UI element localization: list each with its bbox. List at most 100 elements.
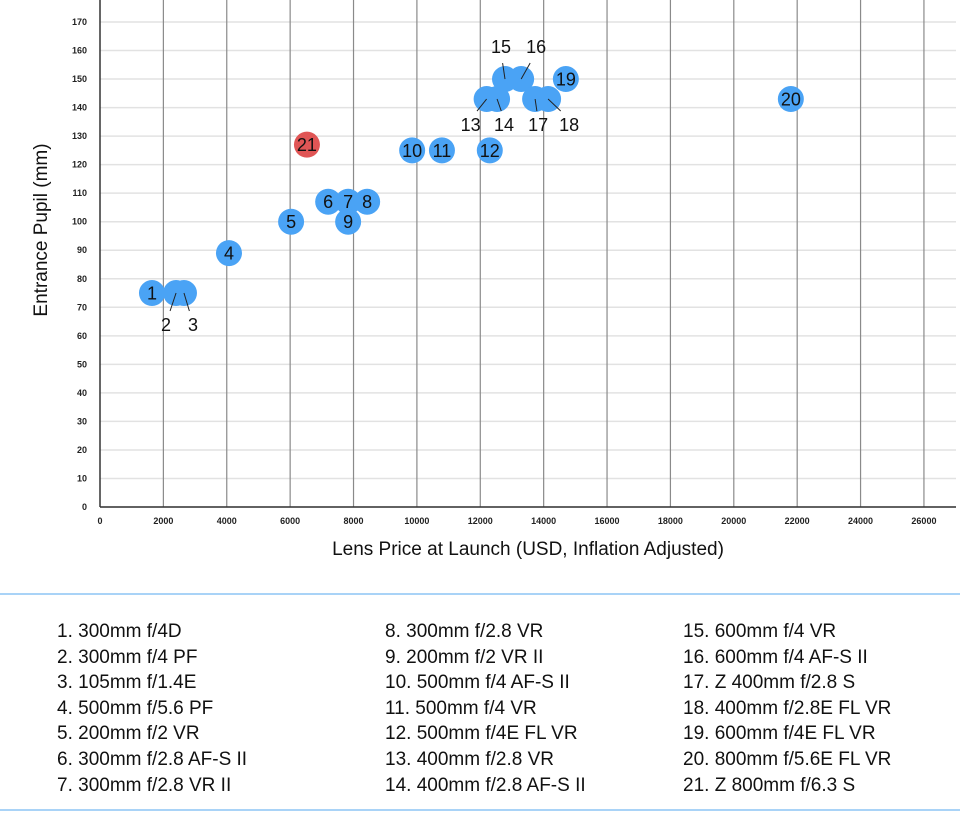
data-point bbox=[428, 137, 455, 164]
data-label: 14 bbox=[494, 115, 514, 135]
legend-item: 5. 200mm f/2 VR bbox=[57, 723, 200, 745]
y-tick-label: 170 bbox=[72, 17, 87, 27]
data-label: 17 bbox=[528, 115, 548, 135]
data-label: 15 bbox=[491, 37, 511, 57]
data-label: 13 bbox=[461, 115, 481, 135]
y-tick-label: 70 bbox=[77, 302, 87, 312]
y-tick-label: 0 bbox=[82, 502, 87, 512]
legend-item: 14. 400mm f/2.8 AF-S II bbox=[385, 774, 586, 796]
data-label: 5 bbox=[286, 212, 296, 232]
data-point bbox=[278, 208, 305, 235]
legend-item: 6. 300mm f/2.8 AF-S II bbox=[57, 748, 248, 770]
data-label: 12 bbox=[480, 141, 500, 161]
x-tick-label: 4000 bbox=[217, 516, 237, 526]
y-tick-label: 100 bbox=[72, 217, 87, 227]
x-axis-title: Lens Price at Launch (USD, Inflation Adj… bbox=[332, 539, 724, 560]
x-tick-label: 2000 bbox=[153, 516, 173, 526]
data-points bbox=[138, 66, 804, 307]
x-tick-label: 6000 bbox=[280, 516, 300, 526]
legend-column-2: 8. 300mm f/2.8 VR 9. 200mm f/2 VR II 10. 5… bbox=[385, 619, 586, 798]
data-point bbox=[293, 131, 320, 158]
y-tick-label: 50 bbox=[77, 359, 87, 369]
data-point bbox=[552, 66, 579, 93]
y-tick-label: 80 bbox=[77, 274, 87, 284]
legend-item: 2. 300mm f/4 PF bbox=[57, 646, 198, 668]
data-label: 19 bbox=[556, 70, 576, 90]
data-label: 2 bbox=[161, 315, 171, 335]
legend-item: 1. 300mm f/4D bbox=[57, 621, 182, 642]
x-tick-label: 14000 bbox=[531, 516, 556, 526]
x-tick-label: 22000 bbox=[785, 516, 810, 526]
x-tick-label: 24000 bbox=[848, 516, 873, 526]
leader-line bbox=[476, 98, 488, 112]
legend-item: 19. 600mm f/4E FL VR bbox=[683, 723, 876, 745]
data-label: 21 bbox=[297, 135, 317, 155]
y-tick-label: 60 bbox=[77, 331, 87, 341]
legend-item: 10. 500mm f/4 AF-S II bbox=[385, 672, 570, 694]
data-label: 11 bbox=[433, 141, 452, 161]
data-label: 20 bbox=[781, 90, 801, 110]
y-tick-label: 120 bbox=[72, 160, 87, 170]
y-tick-label: 140 bbox=[72, 103, 87, 113]
data-point bbox=[399, 137, 426, 164]
leader-line bbox=[520, 62, 531, 80]
data-label: 10 bbox=[402, 141, 422, 161]
legend-item: 20. 800mm f/5.6E FL VR bbox=[683, 748, 892, 770]
leader-line bbox=[534, 98, 538, 112]
legend-item: 13. 400mm f/2.8 VR bbox=[385, 748, 554, 770]
legend-column-3: 15. 600mm f/4 VR 16. 600mm f/4 AF-S II 17.… bbox=[683, 619, 891, 798]
legend-item: 18. 400mm f/2.8E FL VR bbox=[683, 697, 892, 719]
data-label: 4 bbox=[224, 244, 234, 264]
legend-item: 12. 500mm f/4E FL VR bbox=[385, 723, 578, 745]
y-tick-label: 30 bbox=[77, 416, 87, 426]
x-tick-label: 20000 bbox=[721, 516, 746, 526]
data-point bbox=[335, 188, 362, 215]
x-tick-label: 18000 bbox=[658, 516, 683, 526]
data-point bbox=[215, 240, 242, 267]
leader-line bbox=[502, 62, 506, 80]
leader-line bbox=[547, 98, 562, 112]
x-tick-label: 16000 bbox=[595, 516, 620, 526]
data-label: 18 bbox=[559, 115, 579, 135]
data-label: 7 bbox=[343, 192, 353, 212]
data-label: 3 bbox=[188, 315, 198, 335]
legend-item: 17. Z 400mm f/2.8 S bbox=[683, 672, 856, 694]
legend-item: 11. 500mm f/4 VR bbox=[385, 697, 537, 719]
y-tick-label: 110 bbox=[72, 188, 87, 198]
y-tick-label: 10 bbox=[77, 473, 87, 483]
legend-item: 8. 300mm f/2.8 VR bbox=[385, 621, 544, 642]
x-tick-label: 8000 bbox=[344, 516, 364, 526]
data-point bbox=[138, 280, 165, 307]
legend-column-1: 1. 300mm f/4D 2. 300mm f/4 PF 3. 105mm f/1… bbox=[57, 619, 247, 798]
legend-item: 4. 500mm f/5.6 PF bbox=[57, 697, 214, 719]
y-tick-label: 150 bbox=[72, 74, 87, 84]
x-tick-label: 12000 bbox=[468, 516, 493, 526]
leader-line bbox=[496, 98, 502, 112]
data-label: 6 bbox=[323, 192, 333, 212]
lens-legend: 1. 300mm f/4D 2. 300mm f/4 PF 3. 105mm f/1… bbox=[0, 593, 960, 811]
legend-item: 7. 300mm f/2.8 VR II bbox=[57, 774, 232, 796]
data-label: 8 bbox=[362, 192, 372, 212]
x-tick-label: 0 bbox=[97, 516, 102, 526]
data-point bbox=[476, 137, 503, 164]
y-tick-label: 40 bbox=[77, 388, 87, 398]
x-tick-label: 10000 bbox=[404, 516, 429, 526]
x-tick-label: 26000 bbox=[911, 516, 936, 526]
y-axis-title: Entrance Pupil (mm) bbox=[31, 143, 52, 316]
data-point bbox=[777, 86, 804, 113]
legend-item: 16. 600mm f/4 AF-S II bbox=[683, 646, 868, 668]
data-point bbox=[354, 188, 381, 215]
y-tick-label: 130 bbox=[72, 131, 87, 141]
data-point bbox=[335, 208, 362, 235]
legend-item: 3. 105mm f/1.4E bbox=[57, 672, 197, 694]
data-label: 9 bbox=[343, 212, 353, 232]
y-tick-label: 20 bbox=[77, 445, 87, 455]
y-tick-label: 90 bbox=[77, 245, 87, 255]
legend-item: 21. Z 800mm f/6.3 S bbox=[683, 774, 856, 796]
legend-item: 9. 200mm f/2 VR II bbox=[385, 646, 544, 668]
leader-line bbox=[169, 292, 177, 312]
leader-line bbox=[183, 292, 190, 312]
scatter-chart: 0102030405060708090100110120130140150160… bbox=[31, 0, 956, 560]
data-point bbox=[315, 188, 342, 215]
y-tick-label: 160 bbox=[72, 46, 87, 56]
